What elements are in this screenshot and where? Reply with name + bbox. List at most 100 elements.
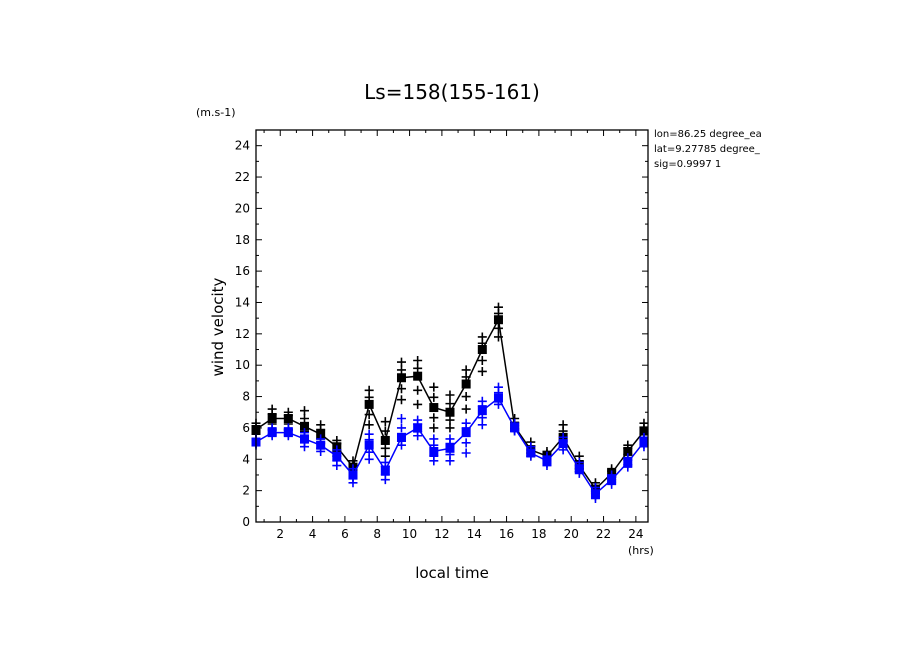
plot-frame (255, 129, 649, 523)
spread-marker (396, 384, 406, 394)
data-point (607, 475, 617, 485)
data-point (267, 414, 277, 424)
data-point (493, 393, 503, 403)
data-point (316, 440, 326, 450)
x-tick-label: 12 (434, 527, 449, 541)
data-point (574, 464, 584, 474)
data-point (413, 371, 423, 381)
data-point (332, 451, 342, 461)
y-tick-label: 10 (235, 358, 250, 372)
data-point (590, 489, 600, 499)
y-tick-label: 4 (242, 452, 250, 466)
data-point (380, 465, 390, 475)
data-point (623, 457, 633, 467)
y-tick-label: 0 (242, 515, 250, 529)
data-point (283, 414, 293, 424)
data-point (558, 439, 568, 449)
data-point (316, 429, 326, 439)
y-tick-label: 22 (235, 170, 250, 184)
spread-marker (380, 426, 390, 436)
spread-marker-low (477, 366, 487, 376)
y-tick-label: 6 (242, 421, 250, 435)
spread-marker-high (429, 382, 439, 392)
data-point (267, 428, 277, 438)
spread-marker-high (299, 406, 309, 416)
y-tick-label: 14 (235, 295, 250, 309)
data-point (364, 399, 374, 409)
spread-marker-low (493, 332, 503, 342)
data-point (299, 434, 309, 444)
data-point (510, 423, 520, 433)
spread-marker (413, 363, 423, 373)
spread-marker (380, 443, 390, 453)
spread-marker (445, 415, 455, 425)
data-point (477, 406, 487, 416)
spread-marker-low (429, 423, 439, 433)
spread-marker-low (364, 420, 374, 430)
spread-marker-low (445, 423, 455, 433)
data-point (364, 440, 374, 450)
annotation-lon: lon=86.25 degree_ea (654, 129, 762, 140)
x-tick-label: 6 (341, 527, 349, 541)
x-axis-unit: (hrs) (628, 544, 654, 557)
x-tick-label: 18 (531, 527, 546, 541)
spread-marker-low (396, 395, 406, 405)
y-axis-label: wind velocity (209, 277, 227, 376)
x-tick-label: 24 (628, 527, 643, 541)
chart-title: Ls=158(155-161) (364, 80, 540, 104)
data-point (461, 379, 471, 389)
annotation-sig: sig=0.9997 1 (654, 159, 721, 170)
spread-marker-high (396, 414, 406, 424)
y-tick-label: 24 (235, 139, 250, 153)
x-tick-label: 8 (373, 527, 381, 541)
spread-marker (429, 413, 439, 423)
data-point (348, 470, 358, 480)
data-point (623, 446, 633, 456)
annotation-lat: lat=9.27785 degree_ (654, 144, 761, 155)
x-tick-label: 4 (309, 527, 317, 541)
y-tick-label: 12 (235, 327, 250, 341)
spread-marker-high (396, 357, 406, 367)
data-point (413, 423, 423, 433)
data-point (526, 448, 536, 458)
data-point (429, 446, 439, 456)
x-tick-label: 22 (596, 527, 611, 541)
data-point (639, 426, 649, 436)
y-tick-label: 20 (235, 201, 250, 215)
y-tick-label: 18 (235, 233, 250, 247)
spread-marker (461, 392, 471, 402)
x-tick-label: 20 (564, 527, 579, 541)
spread-marker-low (413, 399, 423, 409)
x-tick-label: 14 (467, 527, 482, 541)
data-point (429, 403, 439, 413)
spread-marker (396, 365, 406, 375)
data-point (445, 443, 455, 453)
spread-marker (477, 355, 487, 365)
y-tick-label: 16 (235, 264, 250, 278)
data-point (283, 428, 293, 438)
spread-marker-low (461, 448, 471, 458)
data-point (380, 435, 390, 445)
spread-marker-high (380, 417, 390, 427)
series-1 (251, 302, 649, 499)
data-point (477, 345, 487, 355)
spread-marker (413, 385, 423, 395)
spread-marker-low (461, 404, 471, 414)
y-tick-label: 2 (242, 484, 250, 498)
spread-marker-high (413, 355, 423, 365)
x-tick-label: 16 (499, 527, 514, 541)
spread-marker-high (445, 390, 455, 400)
x-tick-label: 10 (402, 527, 417, 541)
spread-marker (461, 438, 471, 448)
spread-marker (299, 414, 309, 424)
series-layer (251, 302, 649, 503)
data-point (299, 421, 309, 431)
spread-marker (493, 323, 503, 333)
series-2 (251, 382, 649, 503)
y-axis-unit: (m.s-1) (196, 106, 236, 119)
data-point (461, 428, 471, 438)
data-point (639, 437, 649, 447)
x-tick-label: 2 (276, 527, 284, 541)
